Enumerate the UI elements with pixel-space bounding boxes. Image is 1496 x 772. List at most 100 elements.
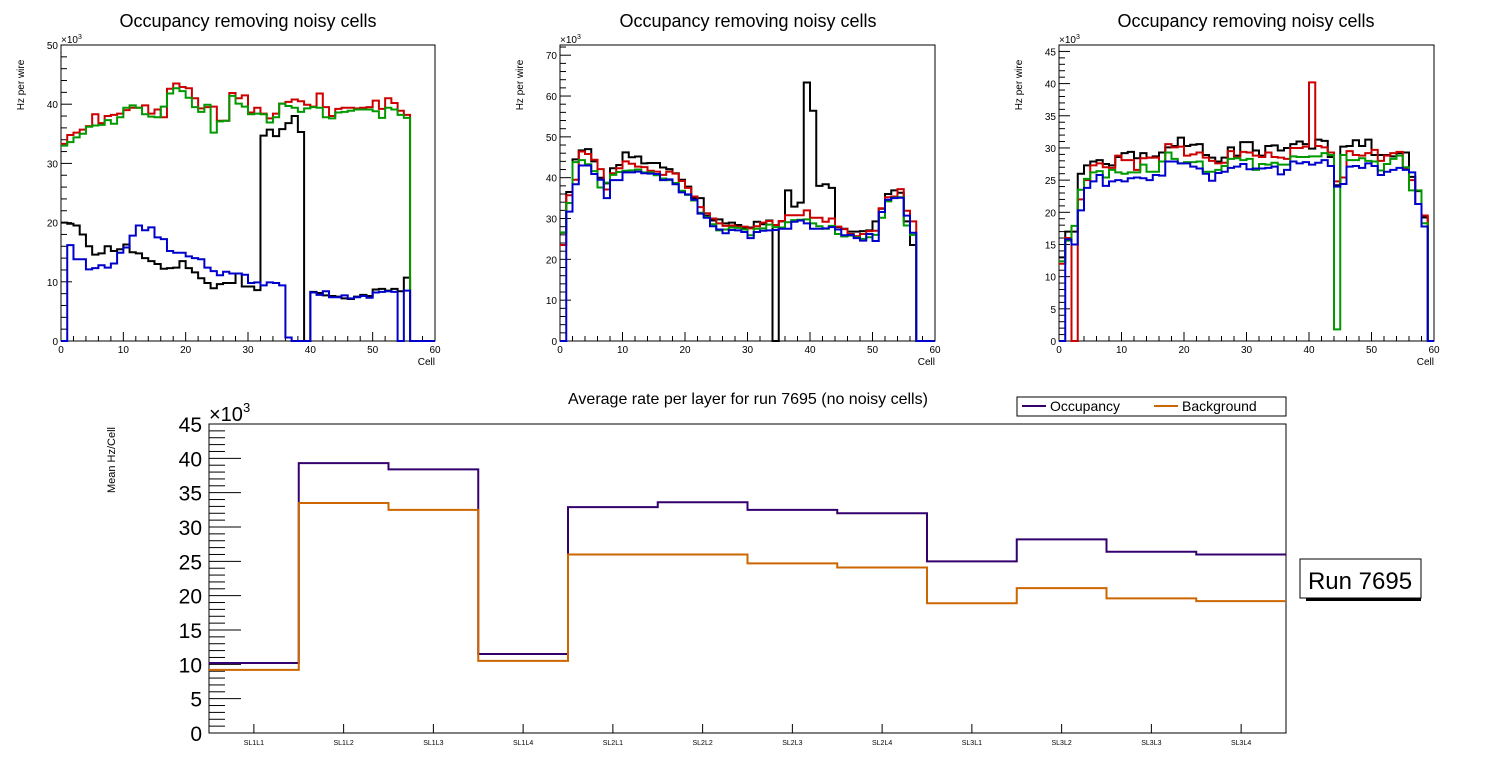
x-tick-label: SL2L2 [693,740,713,747]
x-tick-label: 40 [804,345,816,356]
x-axis-label: Cell [1417,357,1434,368]
y-tick-label: 5 [190,689,202,712]
y-tick-label: 0 [190,723,202,746]
series-black [61,115,435,342]
chart-title: Average rate per layer for run 7695 (no … [568,391,928,408]
x-tick-label: 10 [118,345,130,356]
plot-frame [559,44,936,342]
x-tick-label: SL1L1 [244,740,264,747]
y-multiplier: ×103 [61,34,82,46]
y-multiplier: ×103 [560,34,581,46]
legend: Occupancy Background [1016,396,1287,417]
plot-frame [208,423,1287,734]
x-tick-label: SL2L4 [872,740,892,747]
x-tick-label: 60 [929,345,941,356]
x-tick-label: 60 [1428,345,1440,356]
run-annotation: Run 7695 [1299,558,1422,601]
y-multiplier-exponent: 3 [243,400,250,415]
annotation-text: Run 7695 [1308,568,1412,595]
series-green [1059,151,1434,342]
x-tick-label: 50 [1366,345,1378,356]
chart-title: Occupancy removing noisy cells [619,11,876,31]
y-axis-label: Hz per wire [1014,59,1025,110]
y-multiplier-exponent: 3 [78,34,82,41]
x-tick-label: 10 [1116,345,1128,356]
legend-label-background: Background [1182,398,1257,414]
series-red [1059,81,1434,342]
series-occupancy [209,462,1286,664]
y-tick-label: 5 [1050,305,1056,316]
y-multiplier-exponent: 3 [577,34,581,41]
series-blue [560,164,935,342]
y-tick-label: 0 [551,337,557,348]
series-green [61,87,435,342]
x-tick-label: 30 [1241,345,1253,356]
x-tick-label: SL1L3 [423,740,443,747]
x-tick-label: 40 [1303,345,1315,356]
y-tick-label: 0 [52,337,58,348]
plot-frame [60,44,436,342]
y-tick-label: 40 [1045,80,1057,91]
x-tick-label: 20 [1178,345,1190,356]
legend-label-occupancy: Occupancy [1050,398,1120,414]
y-tick-label: 40 [179,448,202,471]
series-background [209,501,1286,671]
legend-box [1016,396,1287,417]
y-tick-label: 10 [1045,273,1057,284]
y-tick-label: 70 [546,51,558,62]
x-tick-label: 50 [367,345,379,356]
x-tick-label: 0 [58,345,64,356]
plot-frame [1058,44,1435,342]
y-tick-label: 0 [1050,337,1056,348]
x-tick-label: SL3L1 [962,740,982,747]
series-red [560,150,935,342]
chart-title: Occupancy removing noisy cells [119,11,376,31]
x-tick-label: 20 [180,345,192,356]
x-tick-label: SL3L3 [1141,740,1161,747]
y-tick-label: 45 [179,414,202,437]
chart-title: Occupancy removing noisy cells [1117,11,1374,31]
y-tick-label: 40 [546,174,558,185]
x-tick-label: 0 [1056,345,1062,356]
x-tick-label: 20 [679,345,691,356]
x-tick-label: 40 [305,345,317,356]
x-tick-label: 10 [617,345,629,356]
y-tick-label: 50 [47,41,59,52]
y-tick-label: 45 [1045,47,1057,58]
x-tick-label: 0 [557,345,563,356]
y-tick-label: 15 [1045,240,1057,251]
series-blue [1059,159,1434,342]
y-tick-label: 10 [179,654,202,677]
x-tick-label: SL1L4 [513,740,533,747]
y-axis-label: Hz per wire [16,59,27,110]
y-tick-label: 30 [546,215,558,226]
x-axis-label: Cell [418,357,435,368]
y-tick-label: 20 [546,255,558,266]
x-tick-label: SL2L1 [603,740,623,747]
x-tick-label: 60 [429,345,441,356]
y-tick-label: 35 [1045,112,1057,123]
y-tick-label: 35 [179,483,202,506]
y-tick-label: 30 [179,517,202,540]
y-tick-label: 25 [179,551,202,574]
y-multiplier: ×103 [1059,34,1080,46]
y-tick-label: 30 [47,159,59,170]
series-red [61,82,435,342]
y-axis-label: Mean Hz/Cell [106,427,118,493]
y-tick-label: 20 [1045,208,1057,219]
x-tick-label: SL3L2 [1052,740,1072,747]
y-tick-label: 60 [546,92,558,103]
y-tick-label: 30 [1045,144,1057,155]
x-tick-label: SL1L2 [334,740,354,747]
y-tick-label: 15 [179,620,202,643]
y-tick-label: 25 [1045,176,1057,187]
series-green [560,159,935,342]
x-axis-label: Cell [918,357,935,368]
y-tick-label: 10 [47,278,59,289]
series-blue [61,224,435,342]
y-multiplier-exponent: 3 [1076,34,1080,41]
